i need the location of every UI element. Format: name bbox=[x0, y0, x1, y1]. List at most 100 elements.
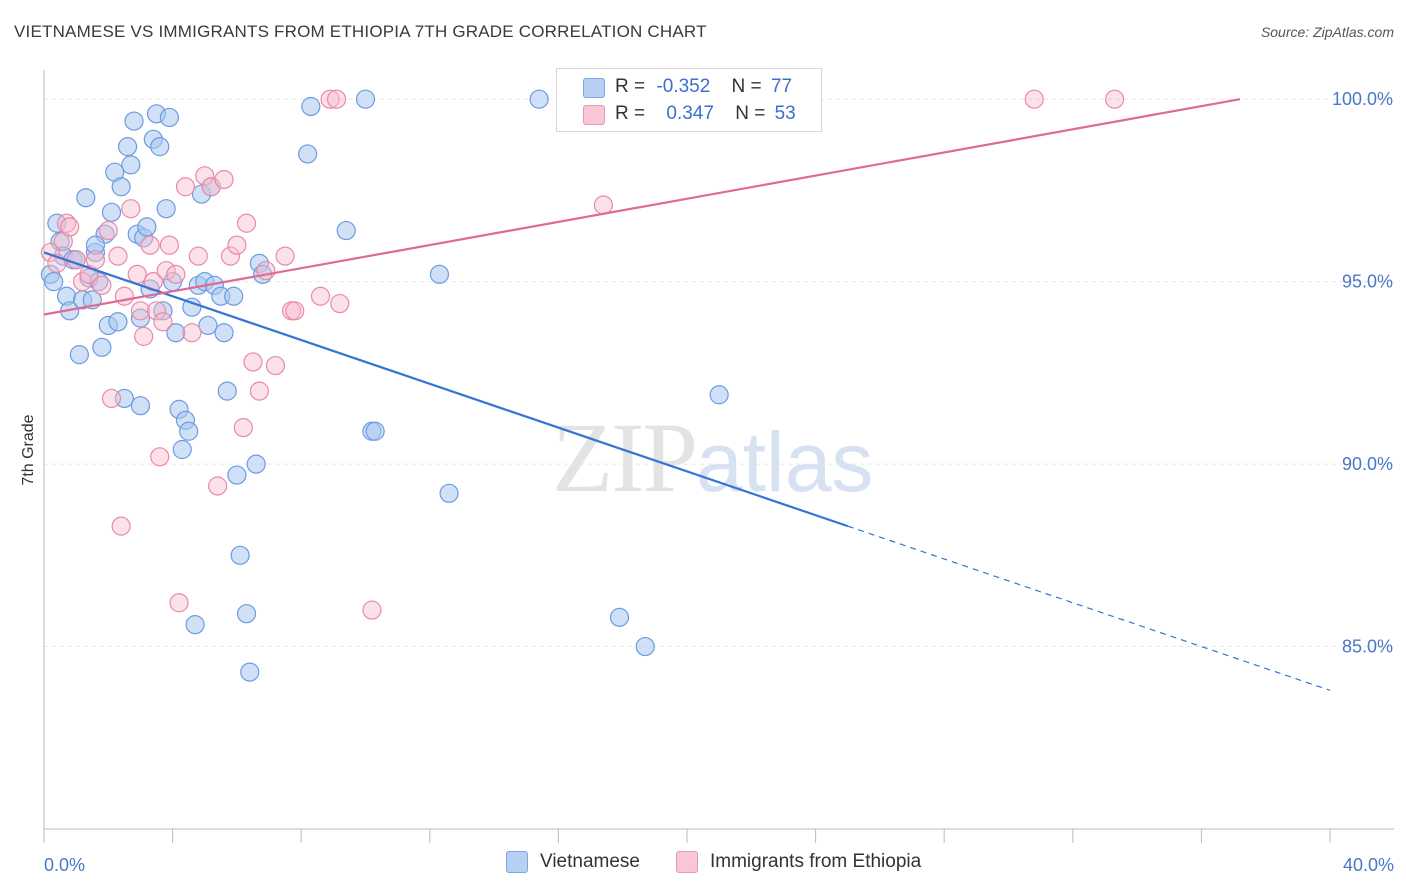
legend-n-label: N = bbox=[731, 76, 762, 97]
data-point-vietnamese bbox=[365, 421, 385, 441]
data-point-vietnamese bbox=[121, 155, 141, 175]
source-label: Source: ZipAtlas.com bbox=[1260, 24, 1394, 40]
data-point-ethiopia bbox=[92, 275, 112, 295]
data-point-vietnamese bbox=[124, 111, 144, 131]
data-point-vietnamese bbox=[111, 177, 131, 197]
data-point-ethiopia bbox=[285, 301, 305, 321]
legend-row-vietnamese: R = -0.352 N = 77 bbox=[557, 73, 821, 101]
data-point-vietnamese bbox=[198, 315, 218, 336]
data-point-ethiopia bbox=[156, 261, 176, 281]
axes bbox=[43, 70, 1394, 843]
data-point-vietnamese bbox=[217, 381, 237, 401]
data-point-ethiopia bbox=[72, 272, 93, 292]
data-point-vietnamese bbox=[236, 604, 257, 624]
data-point-ethiopia bbox=[134, 326, 154, 346]
watermark-atlas: atlas bbox=[696, 415, 874, 509]
data-point-ethiopia bbox=[214, 169, 234, 190]
data-point-ethiopia bbox=[243, 352, 263, 372]
data-point-ethiopia bbox=[150, 447, 170, 467]
x-tick-label: 40.0% bbox=[1343, 855, 1394, 875]
legend-swatch-pink bbox=[583, 105, 605, 125]
data-point-ethiopia bbox=[108, 246, 128, 266]
data-point-vietnamese bbox=[709, 385, 729, 405]
data-point-ethiopia bbox=[146, 301, 167, 321]
data-point-vietnamese bbox=[150, 137, 170, 157]
legend-swatch-blue bbox=[583, 78, 605, 98]
y-tick-label: 85.0% bbox=[1342, 637, 1393, 657]
data-point-ethiopia bbox=[249, 381, 270, 401]
data-point-ethiopia bbox=[60, 217, 80, 237]
data-point-ethiopia bbox=[326, 89, 347, 109]
axis-labels: 85.0% 90.0% 95.0% 100.0% 0.0% 40.0% 7th Grade bbox=[20, 89, 1394, 875]
watermark: ZIPatlas bbox=[552, 400, 873, 515]
data-point-vietnamese bbox=[609, 607, 630, 627]
grid-lines bbox=[44, 98, 1394, 648]
trend-line-vietnamese-extension bbox=[847, 525, 1331, 691]
data-point-vietnamese bbox=[117, 137, 138, 157]
data-point-vietnamese bbox=[47, 213, 67, 233]
bottom-legend-ethiopia: Immigrants from Ethiopia bbox=[676, 851, 921, 873]
data-point-vietnamese bbox=[172, 439, 192, 460]
data-point-vietnamese bbox=[246, 454, 266, 474]
data-point-vietnamese bbox=[166, 323, 186, 343]
data-point-vietnamese bbox=[214, 323, 234, 343]
data-point-ethiopia bbox=[153, 312, 173, 332]
data-point-ethiopia bbox=[220, 246, 241, 266]
data-point-ethiopia bbox=[166, 264, 186, 284]
data-point-ethiopia bbox=[275, 246, 295, 266]
bottom-legend-swatch-pink bbox=[676, 851, 698, 873]
data-point-vietnamese bbox=[439, 483, 459, 503]
data-point-vietnamese bbox=[185, 615, 205, 635]
trend-line-vietnamese bbox=[43, 251, 849, 528]
data-point-vietnamese bbox=[108, 312, 128, 332]
data-point-ethiopia bbox=[227, 235, 247, 255]
data-point-ethiopia bbox=[1104, 89, 1125, 109]
data-point-ethiopia bbox=[265, 355, 286, 376]
bottom-legend-swatch-blue bbox=[506, 851, 528, 873]
data-point-ethiopia bbox=[593, 195, 614, 215]
legend-text-vietnamese: R = -0.352 N = 77 bbox=[615, 76, 792, 98]
y-axis-title: 7th Grade bbox=[20, 414, 37, 485]
data-point-ethiopia bbox=[195, 166, 215, 186]
data-point-vietnamese bbox=[137, 217, 157, 237]
data-point-vietnamese bbox=[130, 308, 151, 328]
data-point-vietnamese bbox=[227, 465, 247, 485]
trend-line-ethiopia bbox=[43, 98, 1241, 316]
y-tick-label: 95.0% bbox=[1342, 272, 1393, 292]
data-point-ethiopia bbox=[85, 250, 106, 270]
data-point-vietnamese bbox=[224, 286, 244, 306]
data-point-vietnamese bbox=[182, 297, 202, 317]
data-point-ethiopia bbox=[1024, 89, 1044, 109]
y-tick-label: 100.0% bbox=[1332, 89, 1393, 109]
data-point-ethiopia bbox=[101, 388, 122, 409]
data-point-ethiopia bbox=[98, 220, 118, 241]
data-point-ethiopia bbox=[362, 600, 382, 620]
legend-r-label: R = bbox=[615, 103, 646, 124]
data-point-ethiopia bbox=[310, 286, 331, 306]
legend-n-value: 53 bbox=[774, 103, 796, 124]
legend-r-value: -0.352 bbox=[656, 76, 711, 97]
chart-title: VIETNAMESE VS IMMIGRANTS FROM ETHIOPIA 7… bbox=[14, 22, 707, 41]
data-point-vietnamese bbox=[240, 662, 260, 682]
data-point-vietnamese bbox=[69, 345, 89, 365]
data-point-vietnamese bbox=[44, 272, 64, 292]
data-point-ethiopia bbox=[169, 593, 189, 613]
data-point-vietnamese bbox=[92, 337, 112, 357]
data-point-vietnamese bbox=[156, 199, 176, 219]
data-point-ethiopia bbox=[130, 301, 151, 321]
data-point-ethiopia bbox=[233, 418, 253, 438]
legend-text-ethiopia: R = 0.347 N = 53 bbox=[615, 103, 796, 125]
data-point-vietnamese bbox=[153, 301, 173, 321]
legend: R = -0.352 N = 77 R = 0.347 N = 53 bbox=[556, 68, 822, 132]
data-point-ethiopia bbox=[127, 264, 147, 284]
data-point-vietnamese bbox=[355, 89, 376, 109]
bottom-legend-vietnamese: Vietnamese bbox=[506, 851, 640, 873]
data-point-vietnamese bbox=[159, 107, 179, 128]
legend-r-value: 0.347 bbox=[666, 103, 714, 124]
data-point-ethiopia bbox=[182, 323, 202, 343]
data-point-vietnamese bbox=[85, 235, 106, 255]
bottom-legend: Vietnamese Immigrants from Ethiopia bbox=[0, 851, 1406, 879]
data-point-ethiopia bbox=[208, 476, 228, 496]
data-point-vietnamese bbox=[298, 144, 318, 164]
data-point-vietnamese bbox=[336, 220, 356, 241]
